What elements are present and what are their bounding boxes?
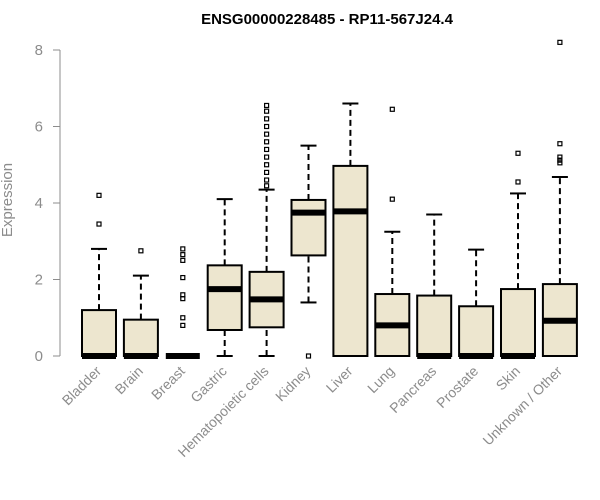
x-tick-label: Pancreas	[386, 363, 439, 416]
x-tick-label: Unknown / Other	[479, 363, 565, 449]
box-group	[290, 144, 327, 359]
x-tick-label: Bladder	[59, 363, 105, 409]
outlier-point	[264, 123, 270, 130]
box	[332, 164, 369, 357]
box	[416, 294, 453, 358]
outlier-point	[180, 246, 186, 252]
outlier-point	[264, 146, 270, 153]
outlier-point	[557, 141, 563, 147]
box-group	[332, 102, 369, 357]
outlier-point	[557, 154, 563, 160]
box	[500, 288, 536, 357]
box-group	[122, 248, 159, 359]
outlier-point	[305, 353, 312, 359]
box	[458, 305, 495, 357]
y-tick-label: 6	[35, 119, 43, 136]
outlier-point	[264, 154, 270, 160]
box-group	[374, 106, 411, 358]
outlier-point	[264, 162, 270, 168]
x-tick-label: Prostate	[433, 363, 481, 411]
outlier-point	[180, 257, 186, 263]
x-tick-label: Breast	[148, 363, 188, 403]
outlier-point	[389, 106, 395, 112]
box	[206, 264, 243, 331]
outlier-point	[264, 183, 270, 189]
outlier-point	[264, 108, 270, 114]
y-axis-label: Expression	[0, 163, 16, 237]
box-group	[458, 248, 495, 359]
outlier-point	[264, 139, 270, 145]
outlier-point	[180, 292, 186, 298]
outlier-point	[515, 179, 521, 185]
outlier-point	[138, 248, 144, 254]
x-tick-label: Brain	[112, 363, 146, 397]
box	[122, 318, 159, 358]
outlier-point	[180, 322, 186, 328]
boxes	[81, 39, 578, 359]
outlier-point	[96, 192, 102, 198]
box	[81, 309, 117, 358]
x-tick-label: Lung	[364, 363, 397, 396]
outlier-point	[180, 315, 186, 321]
x-tick-label: Skin	[493, 363, 524, 394]
box-group	[416, 213, 453, 359]
axes: 0 2 4 6 8	[35, 42, 61, 365]
box-group	[500, 150, 536, 359]
outlier-point	[264, 102, 270, 109]
outlier-point	[264, 116, 270, 122]
y-tick-label: 4	[35, 195, 43, 212]
x-tick-label: Kidney	[272, 363, 314, 405]
box	[290, 198, 327, 257]
x-tick-label: Liver	[323, 363, 356, 396]
box-group	[541, 39, 578, 357]
outlier-point	[96, 221, 102, 227]
y-tick-label: 2	[35, 272, 43, 289]
box-group	[248, 102, 285, 357]
outlier-point	[389, 196, 395, 202]
outlier-point	[264, 169, 270, 175]
y-tick-label: 0	[35, 348, 43, 365]
outlier-point	[557, 39, 563, 45]
chart-title: ENSG00000228485 - RP11-567J24.4	[201, 11, 454, 28]
outlier-point	[180, 274, 186, 281]
box-group	[81, 192, 117, 359]
box-group	[206, 198, 243, 357]
outlier-point	[557, 160, 563, 166]
outlier-point	[557, 157, 563, 163]
outlier-point	[180, 252, 186, 258]
outlier-point	[264, 177, 270, 183]
box-group	[165, 246, 200, 359]
outlier-point	[264, 131, 270, 137]
outlier-point	[515, 150, 521, 156]
y-tick-label: 8	[35, 42, 43, 59]
